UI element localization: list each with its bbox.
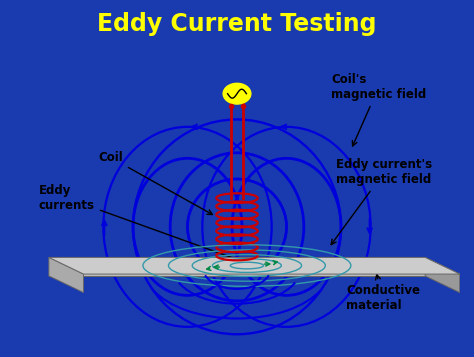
Text: Eddy current's
magnetic field: Eddy current's magnetic field [331,158,432,245]
Text: Eddy
currents: Eddy currents [39,184,260,268]
Polygon shape [49,257,425,276]
Polygon shape [49,257,83,293]
Polygon shape [49,257,460,274]
Polygon shape [425,257,460,293]
Text: Eddy Current Testing: Eddy Current Testing [97,12,377,36]
Text: Conductive
material: Conductive material [346,275,420,312]
Text: Coil's
magnetic field: Coil's magnetic field [331,73,426,146]
Circle shape [223,83,251,104]
Text: Coil: Coil [99,151,212,215]
